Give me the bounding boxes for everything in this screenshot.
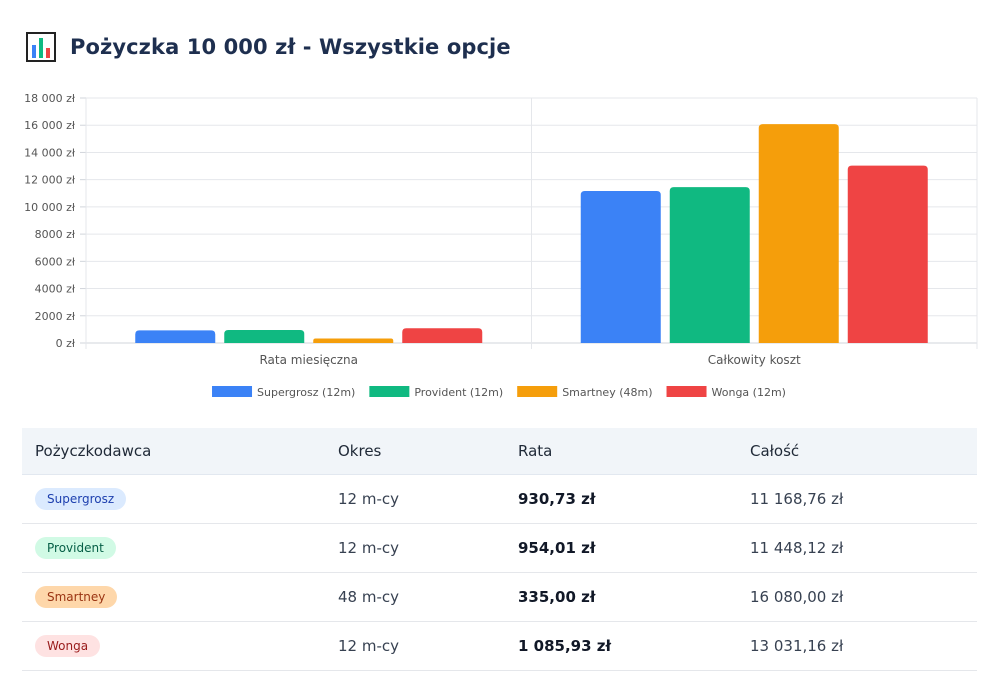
lender-badge: Provident	[35, 537, 116, 559]
cell-lender: Smartney	[22, 572, 325, 622]
bar	[313, 338, 394, 343]
legend-swatch	[517, 386, 558, 397]
page-title: Pożyczka 10 000 zł - Wszystkie opcje	[70, 35, 511, 59]
legend-item: Wonga (12m)	[666, 386, 786, 399]
table-row: Smartney 48 m-cy 335,00 zł 16 080,00 zł	[22, 572, 977, 622]
table-header-row: Pożyczkodawca Okres Rata Całość	[22, 428, 977, 475]
cell-total: 11 168,76 zł	[737, 474, 977, 524]
x-category-label: Rata miesięczna	[259, 353, 358, 367]
bar	[669, 187, 750, 343]
y-tick-label: 12 000 zł	[24, 174, 76, 187]
legend-item: Smartney (48m)	[517, 386, 653, 399]
cell-period: 12 m-cy	[325, 621, 505, 671]
bar	[224, 330, 305, 343]
y-tick-label: 18 000 zł	[24, 92, 76, 105]
legend-item: Provident (12m)	[369, 386, 503, 399]
x-category-label: Całkowity koszt	[708, 353, 801, 367]
lender-badge: Wonga	[35, 635, 101, 657]
cell-period: 12 m-cy	[325, 523, 505, 573]
y-tick-label: 6000 zł	[35, 255, 76, 268]
bar	[758, 124, 839, 343]
cell-rate: 335,00 zł	[505, 572, 737, 622]
bar	[135, 330, 216, 343]
lender-badge: Smartney	[35, 586, 118, 608]
bar-chart: 0 zł 2000 zł 4000 zł 6000 zł 8000 zł 10 000 z…	[24, 92, 978, 399]
legend-item: Supergrosz (12m)	[212, 386, 355, 399]
y-tick-label: 16 000 zł	[24, 119, 76, 132]
header-rate: Rata	[505, 428, 737, 475]
y-tick-label: 2000 zł	[35, 310, 76, 323]
lender-badge: Supergrosz	[35, 488, 127, 510]
table-row: Wonga 12 m-cy 1 085,93 zł 13 031,16 zł	[22, 621, 977, 671]
legend-swatch	[666, 386, 707, 397]
table-row: Provident 12 m-cy 954,01 zł 11 448,12 zł	[22, 523, 977, 573]
cell-rate: 954,01 zł	[505, 523, 737, 573]
cell-total: 11 448,12 zł	[737, 523, 977, 573]
table-body: Supergrosz 12 m-cy 930,73 zł 11 168,76 zł Pr…	[22, 474, 977, 671]
y-tick-label: 0 zł	[56, 337, 76, 350]
cell-rate: 1 085,93 zł	[505, 621, 737, 671]
cell-total: 16 080,00 zł	[737, 572, 977, 622]
cell-period: 12 m-cy	[325, 474, 505, 524]
legend-label: Provident (12m)	[414, 386, 503, 399]
y-tick-label: 14 000 zł	[24, 146, 76, 159]
bar	[847, 165, 928, 343]
bar	[402, 328, 483, 343]
table-row: Supergrosz 12 m-cy 930,73 zł 11 168,76 zł	[22, 474, 977, 524]
cell-rate: 930,73 zł	[505, 474, 737, 524]
header-period: Okres	[325, 428, 505, 475]
page-header: Pożyczka 10 000 zł - Wszystkie opcje	[26, 30, 511, 64]
header-total: Całość	[737, 428, 977, 475]
y-tick-label: 10 000 zł	[24, 201, 76, 214]
bar	[580, 190, 661, 343]
header-lender: Pożyczkodawca	[22, 428, 325, 475]
cell-lender: Wonga	[22, 621, 325, 671]
y-tick-label: 4000 zł	[35, 283, 76, 296]
legend-label: Wonga (12m)	[712, 386, 786, 399]
legend: Supergrosz (12m) Provident (12m) Smartney …	[212, 386, 786, 399]
legend-swatch	[369, 386, 410, 397]
legend-label: Smartney (48m)	[562, 386, 652, 399]
loans-table: Pożyczkodawca Okres Rata Całość Supergro…	[22, 428, 977, 671]
y-tick-label: 8000 zł	[35, 228, 76, 241]
cell-lender: Provident	[22, 523, 325, 573]
cell-lender: Supergrosz	[22, 474, 325, 524]
bar-chart-icon	[26, 32, 56, 62]
legend-label: Supergrosz (12m)	[257, 386, 355, 399]
legend-swatch	[212, 386, 253, 397]
cell-period: 48 m-cy	[325, 572, 505, 622]
cell-total: 13 031,16 zł	[737, 621, 977, 671]
